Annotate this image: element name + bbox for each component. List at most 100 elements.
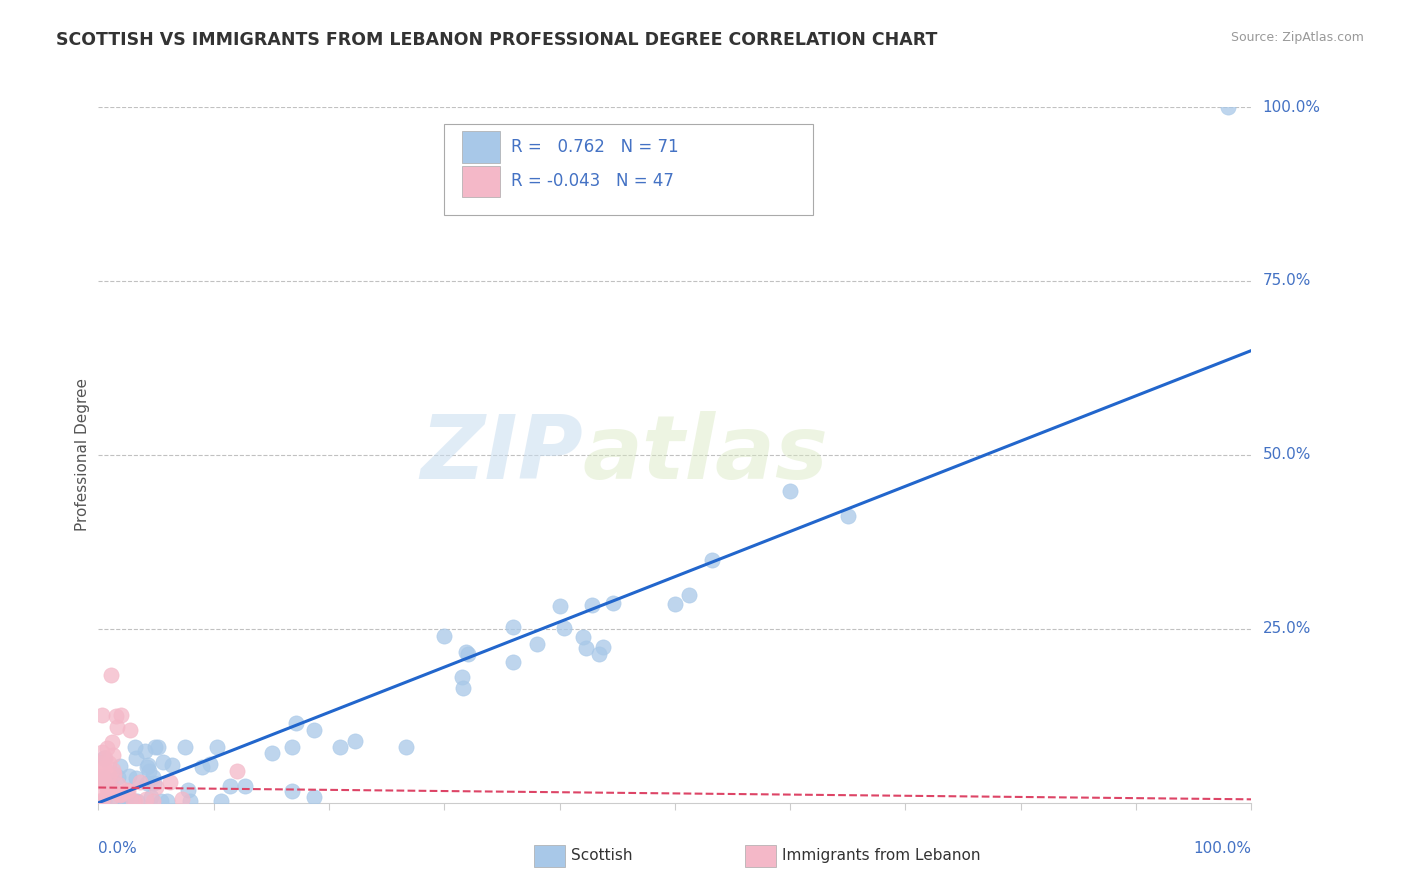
Point	[101, 735, 124, 749]
Point	[837, 508, 859, 523]
Point	[114, 794, 136, 808]
Point	[142, 794, 165, 808]
Point	[91, 772, 114, 786]
Point	[218, 779, 240, 793]
Text: R = -0.043   N = 47: R = -0.043 N = 47	[512, 172, 673, 191]
Point	[105, 720, 128, 734]
Point	[134, 744, 156, 758]
Point	[121, 794, 143, 808]
Point	[94, 750, 117, 764]
Point	[225, 764, 247, 778]
Point	[128, 775, 150, 789]
Point	[90, 708, 112, 723]
Point	[142, 770, 165, 784]
Point	[105, 794, 128, 808]
Point	[122, 794, 145, 808]
Point	[94, 776, 117, 790]
Point	[108, 787, 131, 801]
Point	[281, 783, 304, 797]
Point	[105, 708, 128, 723]
Point	[110, 707, 132, 722]
FancyBboxPatch shape	[461, 131, 499, 162]
Point	[1218, 100, 1240, 114]
Point	[91, 761, 114, 775]
Point	[581, 598, 603, 612]
Point	[343, 734, 366, 748]
Point	[124, 794, 146, 808]
Point	[779, 483, 801, 498]
Point	[110, 787, 132, 801]
Text: Immigrants from Lebanon: Immigrants from Lebanon	[782, 848, 980, 863]
FancyBboxPatch shape	[461, 166, 499, 197]
Point	[281, 740, 304, 755]
Point	[200, 757, 222, 772]
Point	[136, 757, 159, 772]
Point	[107, 777, 129, 791]
Text: 50.0%: 50.0%	[1263, 448, 1310, 462]
Text: 100.0%: 100.0%	[1194, 841, 1251, 856]
Point	[526, 637, 548, 651]
Y-axis label: Professional Degree: Professional Degree	[75, 378, 90, 532]
Text: 75.0%: 75.0%	[1263, 274, 1310, 288]
Text: Source: ZipAtlas.com: Source: ZipAtlas.com	[1230, 31, 1364, 45]
Point	[108, 789, 131, 803]
Point	[125, 772, 148, 786]
Point	[149, 794, 172, 808]
Point	[173, 740, 195, 755]
Point	[118, 723, 141, 738]
Point	[502, 619, 524, 633]
Text: R =   0.762   N = 71: R = 0.762 N = 71	[512, 137, 679, 156]
Point	[103, 763, 125, 777]
Point	[179, 794, 201, 808]
Point	[93, 794, 115, 808]
Point	[93, 751, 115, 765]
Point	[395, 740, 418, 755]
Point	[101, 781, 124, 796]
Point	[592, 640, 614, 654]
Point	[96, 785, 118, 799]
Point	[138, 764, 160, 778]
Text: Scottish: Scottish	[571, 848, 633, 863]
Point	[457, 647, 479, 661]
Point	[233, 780, 256, 794]
Point	[170, 792, 193, 806]
Text: 0.0%: 0.0%	[98, 841, 138, 856]
Point	[139, 790, 162, 805]
Point	[450, 669, 472, 683]
Point	[548, 599, 571, 614]
Point	[103, 748, 125, 763]
Point	[107, 770, 129, 784]
Point	[97, 781, 120, 796]
Point	[700, 552, 723, 566]
Point	[97, 768, 120, 782]
Point	[93, 760, 115, 774]
Point	[433, 629, 456, 643]
Point	[260, 746, 283, 760]
Text: atlas: atlas	[582, 411, 828, 499]
Point	[94, 771, 117, 785]
Point	[152, 755, 174, 769]
Point	[143, 776, 166, 790]
Point	[118, 769, 141, 783]
Point	[98, 773, 121, 788]
Point	[90, 771, 112, 785]
Point	[456, 645, 478, 659]
Point	[97, 756, 120, 770]
Text: 100.0%: 100.0%	[1263, 100, 1320, 114]
Point	[159, 775, 181, 789]
Point	[176, 783, 198, 797]
Point	[302, 723, 325, 737]
Point	[96, 741, 118, 756]
Point	[664, 597, 686, 611]
Point	[156, 794, 179, 808]
Point	[502, 655, 524, 669]
Point	[205, 740, 228, 755]
Point	[90, 775, 112, 789]
Point	[127, 794, 149, 808]
Point	[145, 780, 167, 794]
Point	[90, 756, 112, 770]
Point	[100, 668, 122, 682]
Point	[103, 766, 125, 780]
Point	[571, 631, 593, 645]
Point	[304, 789, 326, 804]
